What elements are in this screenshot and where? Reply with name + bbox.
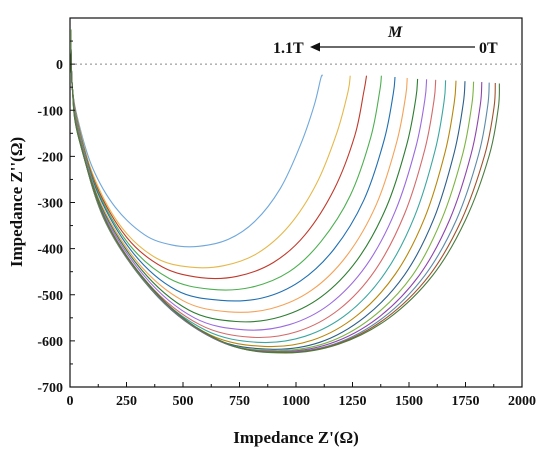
x-tick-label: 2000 (508, 394, 536, 409)
series-line-15 (70, 29, 490, 353)
y-tick-label: -600 (37, 335, 63, 350)
series-line-14 (70, 29, 483, 353)
series-line-1 (70, 29, 324, 248)
field-arrow-head (310, 42, 320, 52)
x-tick-label: 500 (173, 394, 194, 409)
series-line-10 (70, 29, 447, 344)
y-tick-label: 0 (56, 58, 63, 73)
y-tick-label: -700 (37, 381, 63, 396)
x-tick-label: 1000 (282, 394, 310, 409)
series-line-17 (70, 29, 500, 354)
x-tick-label: 250 (116, 394, 137, 409)
series-line-11 (70, 29, 457, 348)
x-tick-label: 0 (67, 394, 74, 409)
x-tick-label: 1500 (395, 394, 423, 409)
series-line-8 (70, 29, 428, 331)
series-line-7 (70, 29, 419, 323)
series-line-4 (70, 29, 382, 291)
x-tick-label: 1750 (452, 394, 480, 409)
series-line-2 (70, 29, 351, 269)
x-axis-label: Impedance Z'(Ω) (233, 428, 359, 447)
x-tick-label: 750 (229, 394, 250, 409)
x-tick-label: 1250 (339, 394, 367, 409)
arrow-end-label: 1.1T (273, 40, 304, 57)
y-tick-label: -400 (37, 243, 63, 258)
arrow-start-label: 0T (479, 40, 498, 57)
y-axis-label: Impedance Z''(Ω) (7, 137, 26, 267)
y-tick-label: -300 (37, 197, 63, 212)
tick-layer: 0 250 500 750 1000 1250 1500 1750 2000 0 -100 -200 -… (37, 40, 536, 409)
series-layer (70, 29, 500, 354)
y-tick-label: -500 (37, 289, 63, 304)
y-tick-label: -100 (37, 104, 63, 119)
y-tick-label: -200 (37, 150, 63, 165)
series-line-16 (70, 29, 496, 353)
series-line-5 (70, 29, 396, 302)
field-symbol-label: M (387, 24, 403, 41)
series-line-6 (70, 29, 408, 313)
annotation: M 0T 1.1T (273, 24, 498, 57)
